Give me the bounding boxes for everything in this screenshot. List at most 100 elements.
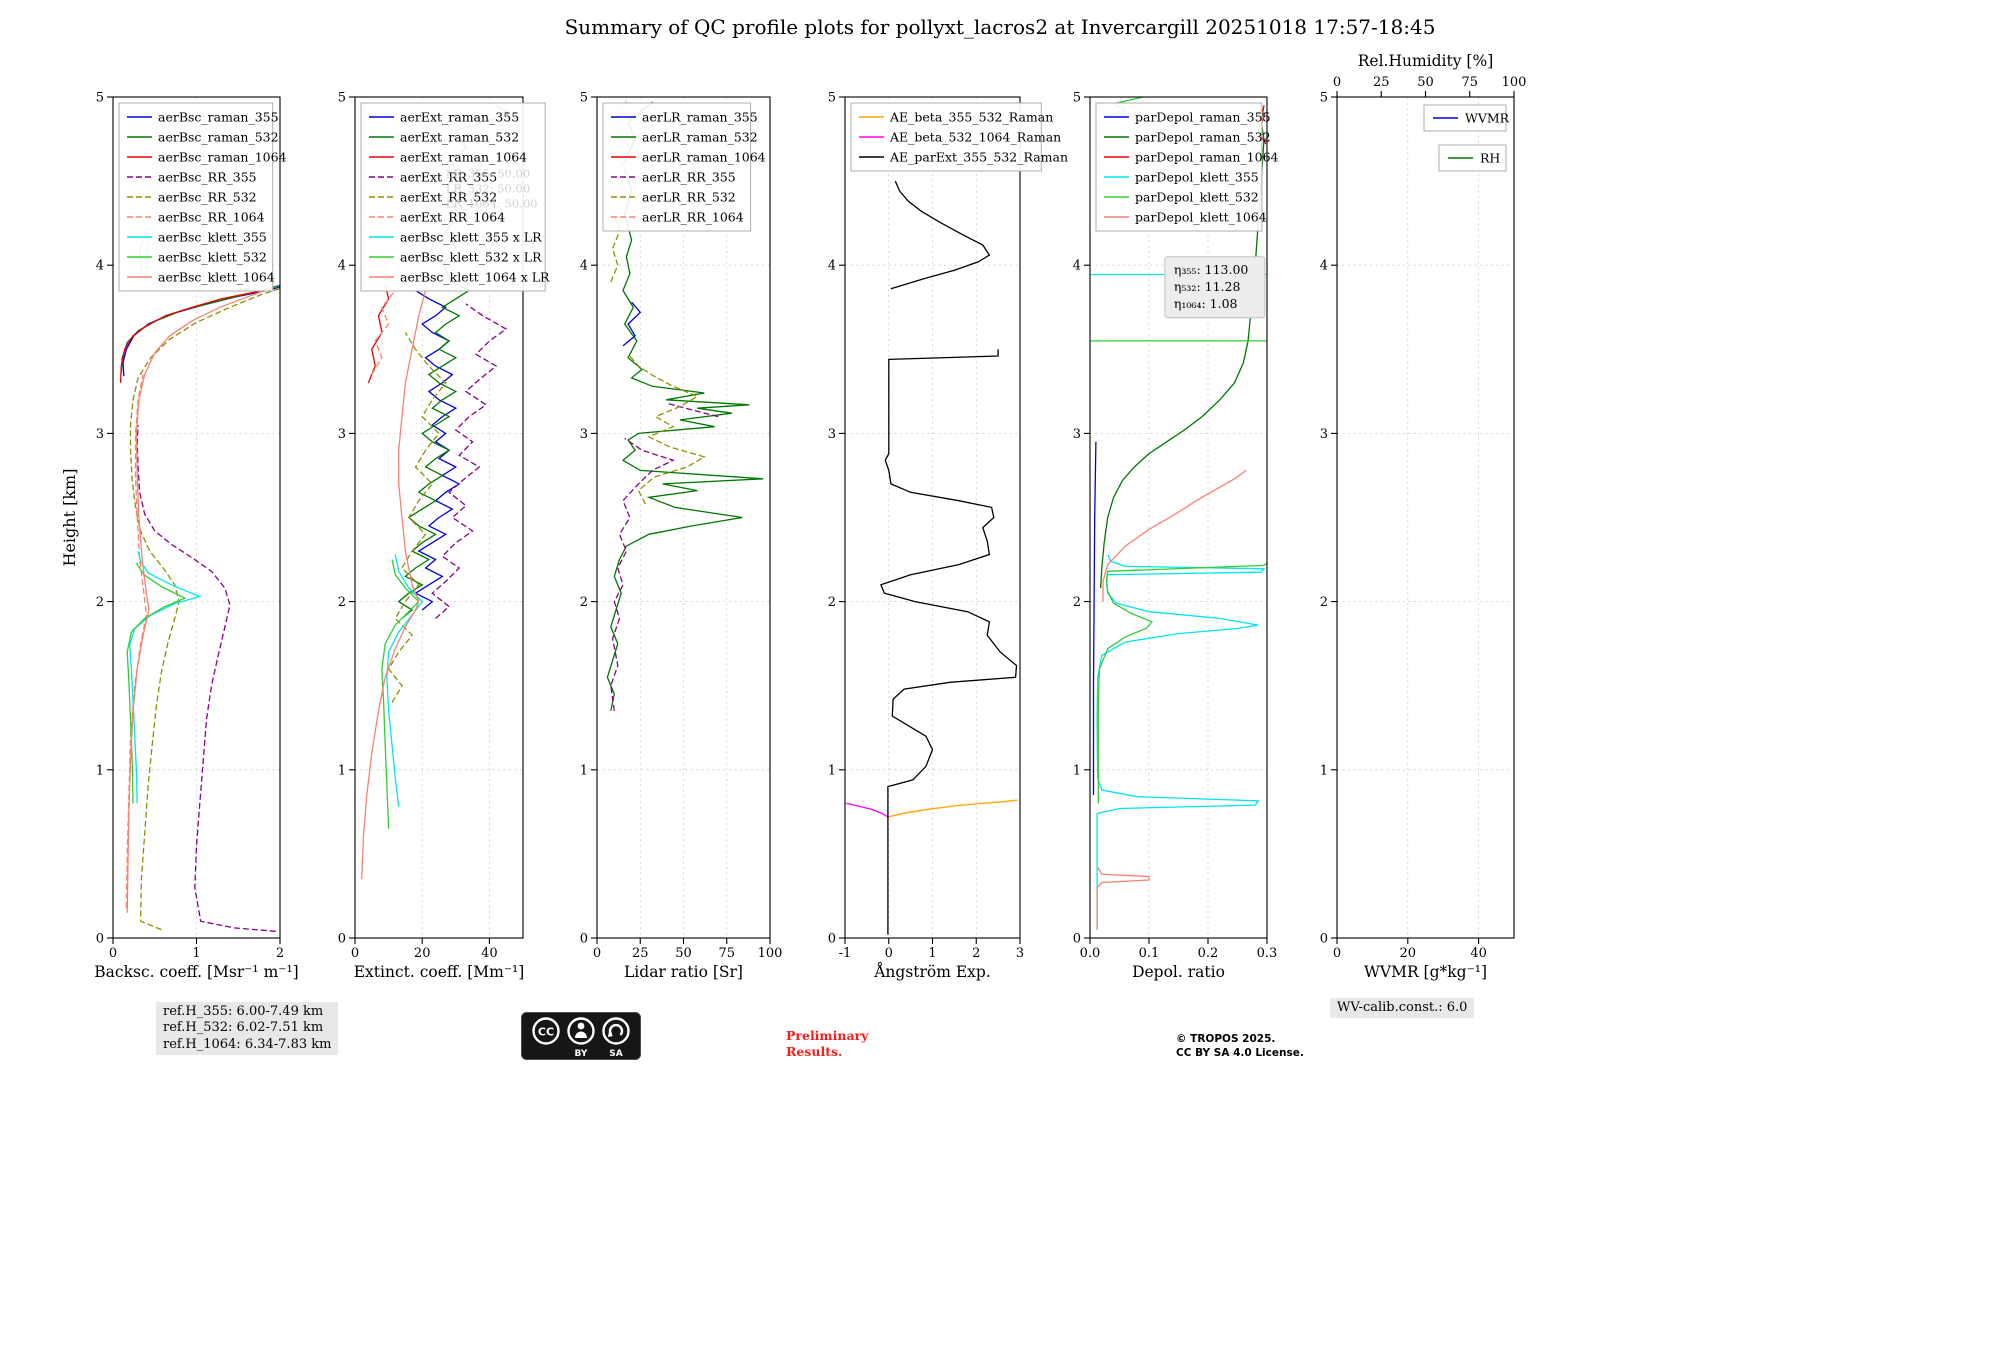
series-aerExt_RR_1064 [371,289,396,375]
series-parDepol_klett_532 [1097,562,1267,804]
svg-text:aerBsc_klett_1064 x LR: aerBsc_klett_1064 x LR [400,270,550,285]
legend: AE_beta_355_532_Raman AE_beta_532_1064_Ra… [850,102,1068,172]
panel-backscatter: 0 1 2 3 4 5 0 1 2 Backsc. coeff. [Msr⁻¹ m⁻¹] aerBs… [94,91,298,982]
svg-text:AE_beta_355_532_Raman: AE_beta_355_532_Raman [889,110,1053,125]
copyright-line-1: © TROPOS 2025. [1176,1033,1276,1045]
svg-text:aerBsc_klett_532 x LR: aerBsc_klett_532 x LR [400,250,542,265]
svg-text:5: 5 [338,91,346,106]
x-axis-label: Extinct. coeff. [Mm⁻¹] [354,963,525,981]
svg-text:aerLR_RR_355: aerLR_RR_355 [642,170,736,185]
figure-title: Summary of QC profile plots for pollyxt_… [564,15,1436,39]
svg-text:η₅₃₂: 11.28: η₅₃₂: 11.28 [1174,279,1241,294]
legend: aerBsc_raman_355 aerBsc_raman_532 aerBsc_r… [118,102,287,292]
cc-license-badge: CC BY SA [521,1012,641,1060]
series-aerBsc_klett_532 [126,562,187,804]
svg-text:aerBsc_klett_1064: aerBsc_klett_1064 [158,270,275,285]
gridlines [1336,96,1514,939]
svg-text:3: 3 [1016,946,1024,961]
svg-text:aerLR_raman_532: aerLR_raman_532 [642,130,758,145]
svg-text:3: 3 [580,427,588,442]
svg-text:50: 50 [1417,75,1434,90]
series-parDepol_raman_355 [1092,441,1097,795]
series-aerLR_RR_532 [629,355,706,505]
svg-text:20: 20 [1400,946,1417,961]
svg-text:5: 5 [96,91,104,106]
ref-h-532: ref.H_532: 6.02-7.51 km [163,1020,324,1036]
x-axis-label: Depol. ratio [1132,963,1225,981]
series-aerBsc_RR_532 [129,288,280,931]
svg-text:40: 40 [481,946,498,961]
cc-sa-arrowhead [607,1032,613,1037]
cc-by-person-body [575,1031,587,1038]
svg-text:parDepol_klett_532: parDepol_klett_532 [1135,190,1259,205]
series-group [119,234,280,932]
svg-text:AE_beta_532_1064_Raman: AE_beta_532_1064_Raman [889,130,1061,145]
svg-text:0: 0 [1073,932,1081,947]
svg-text:aerBsc_klett_532: aerBsc_klett_532 [158,250,267,265]
copyright-line-2: CC BY SA 4.0 License. [1176,1047,1304,1060]
svg-text:3: 3 [338,427,346,442]
svg-text:WVMR: WVMR [1465,111,1510,126]
svg-text:0: 0 [885,946,893,961]
cc-sa-label: SA [609,1049,622,1059]
cc-icon-label: CC [538,1026,554,1039]
svg-text:25: 25 [632,946,649,961]
svg-text:3: 3 [1073,427,1081,442]
reference-height-note: ref.H_355: 6.00-7.49 km ref.H_532: 6.02-… [156,1002,339,1055]
cc-sa-arrow [608,1023,624,1036]
svg-text:AE_parExt_355_532_Raman: AE_parExt_355_532_Raman [889,150,1068,165]
svg-text:100: 100 [1502,75,1527,90]
x-axis-label: Backsc. coeff. [Msr⁻¹ m⁻¹] [94,963,298,981]
svg-text:parDepol_klett_355: parDepol_klett_355 [1135,170,1259,185]
series-aerLR_raman_355 [622,301,642,347]
svg-text:0.2: 0.2 [1198,946,1219,961]
svg-text:parDepol_klett_1064: parDepol_klett_1064 [1135,210,1267,225]
svg-text:40: 40 [1470,946,1487,961]
top-axis-label: Rel.Humidity [%] [1358,52,1494,70]
series-parDepol_klett_355 [1096,554,1266,930]
svg-text:2: 2 [828,595,836,610]
panel-extinction: 0 1 2 3 4 5 0 20 40 Extinct. coeff. [Mm⁻¹] aerExt_… [338,91,550,982]
copyright-note: © TROPOS 2025. CC BY SA 4.0 License. [1176,1032,1304,1060]
x-axis-label: Lidar ratio [Sr] [624,963,743,981]
series-aerExt_RR_532 [387,332,447,703]
svg-text:1: 1 [928,946,936,961]
series-aerBsc_klett_355 [129,550,202,804]
svg-text:5: 5 [828,91,836,106]
series-aerExt_raman_1064 [367,285,390,384]
svg-text:3: 3 [1320,427,1328,442]
preliminary-results-note: Preliminary Results. [786,1028,868,1059]
svg-text:2: 2 [96,595,104,610]
series-parDepol_klett_1064 [1096,867,1150,930]
tick-labels: 0 1 2 3 4 5 0 20 40 [338,91,498,962]
svg-text:4: 4 [828,259,836,274]
axes-border [354,96,524,939]
cc-sa-arrow-icon [602,1017,630,1045]
legend: parDepol_raman_355 parDepol_raman_532 parD… [1095,102,1279,232]
y-axis-label: Height [km] [60,469,79,567]
svg-text:aerExt_raman_1064: aerExt_raman_1064 [400,150,527,165]
svg-text:parDepol_raman_532: parDepol_raman_532 [1135,130,1271,145]
series-aerBsc_RR_355 [136,424,276,932]
series-AE_parExt_355_532_Raman [880,349,1018,935]
ref-h-355: ref.H_355: 6.00-7.49 km [163,1004,324,1019]
svg-text:2: 2 [338,595,346,610]
svg-text:3: 3 [828,427,836,442]
legend-RH: RH [1438,144,1507,172]
series-group [1090,97,1267,930]
svg-text:4: 4 [580,259,588,274]
series-aerBsc_klett_1064 [126,288,271,913]
svg-text:0.0: 0.0 [1080,946,1101,961]
series-parDepol_klett_1064 [1102,469,1247,602]
svg-text:4: 4 [1320,259,1328,274]
svg-text:aerLR_raman_1064: aerLR_raman_1064 [642,150,766,165]
svg-text:1: 1 [338,763,346,778]
preliminary-line-2: Results. [786,1043,843,1059]
series-AE_parExt_355_532_Raman [890,180,991,290]
svg-text:parDepol_raman_355: parDepol_raman_355 [1135,110,1271,125]
svg-text:1: 1 [1073,763,1081,778]
